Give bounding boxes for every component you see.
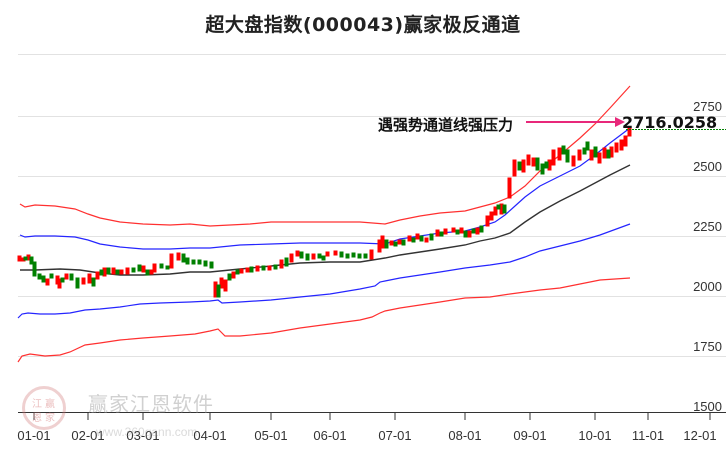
chart-title: 超大盘指数(000043)赢家极反通道	[205, 14, 521, 36]
outer-lower-band	[17, 277, 631, 363]
x-tick-label: 11-01	[631, 428, 665, 443]
watermark-url: www.360gann.com	[96, 425, 198, 439]
y-tick-label: 2750	[693, 99, 722, 114]
grid	[18, 54, 726, 357]
watermark-logo: 江 赢 恩 家	[22, 386, 66, 430]
watermark-logo-char: 家	[45, 413, 55, 424]
x-tick-label: 07-01	[378, 428, 412, 443]
x-tick-label: 05-01	[254, 428, 288, 443]
watermark-text: 赢家江恩软件	[88, 392, 214, 416]
x-tick-label: 09-01	[513, 428, 547, 443]
x-tick-label: 02-01	[71, 428, 105, 443]
y-tick-label: 2000	[693, 279, 722, 294]
watermark-logo-char: 江	[32, 399, 42, 410]
watermark-logo-char: 恩	[32, 413, 42, 424]
x-tick-label: 04-01	[193, 428, 227, 443]
y-tick-label: 1750	[693, 339, 722, 354]
inner-lower-band	[17, 223, 631, 319]
middle-line	[20, 164, 631, 276]
candlesticks	[17, 127, 632, 298]
outer-upper-band	[19, 85, 631, 227]
annotation-label: 遇强势通道线强压力	[378, 116, 514, 134]
inner-upper-band	[19, 127, 631, 250]
y-tick-label: 2500	[693, 159, 722, 174]
annotation-value: 2716.0258	[622, 113, 718, 132]
x-tick-label: 10-01	[578, 428, 612, 443]
x-tick-label: 03-01	[126, 428, 160, 443]
watermark-logo-char: 赢	[45, 399, 55, 410]
y-tick-label: 2250	[693, 219, 722, 234]
x-tick-label: 06-01	[313, 428, 347, 443]
annotation-arrow	[526, 117, 625, 127]
y-tick-label: 1500	[693, 399, 722, 414]
x-tick-label: 12-01	[683, 428, 717, 443]
x-tick-label: 01-01	[17, 428, 51, 443]
x-tick-label: 08-01	[448, 428, 482, 443]
